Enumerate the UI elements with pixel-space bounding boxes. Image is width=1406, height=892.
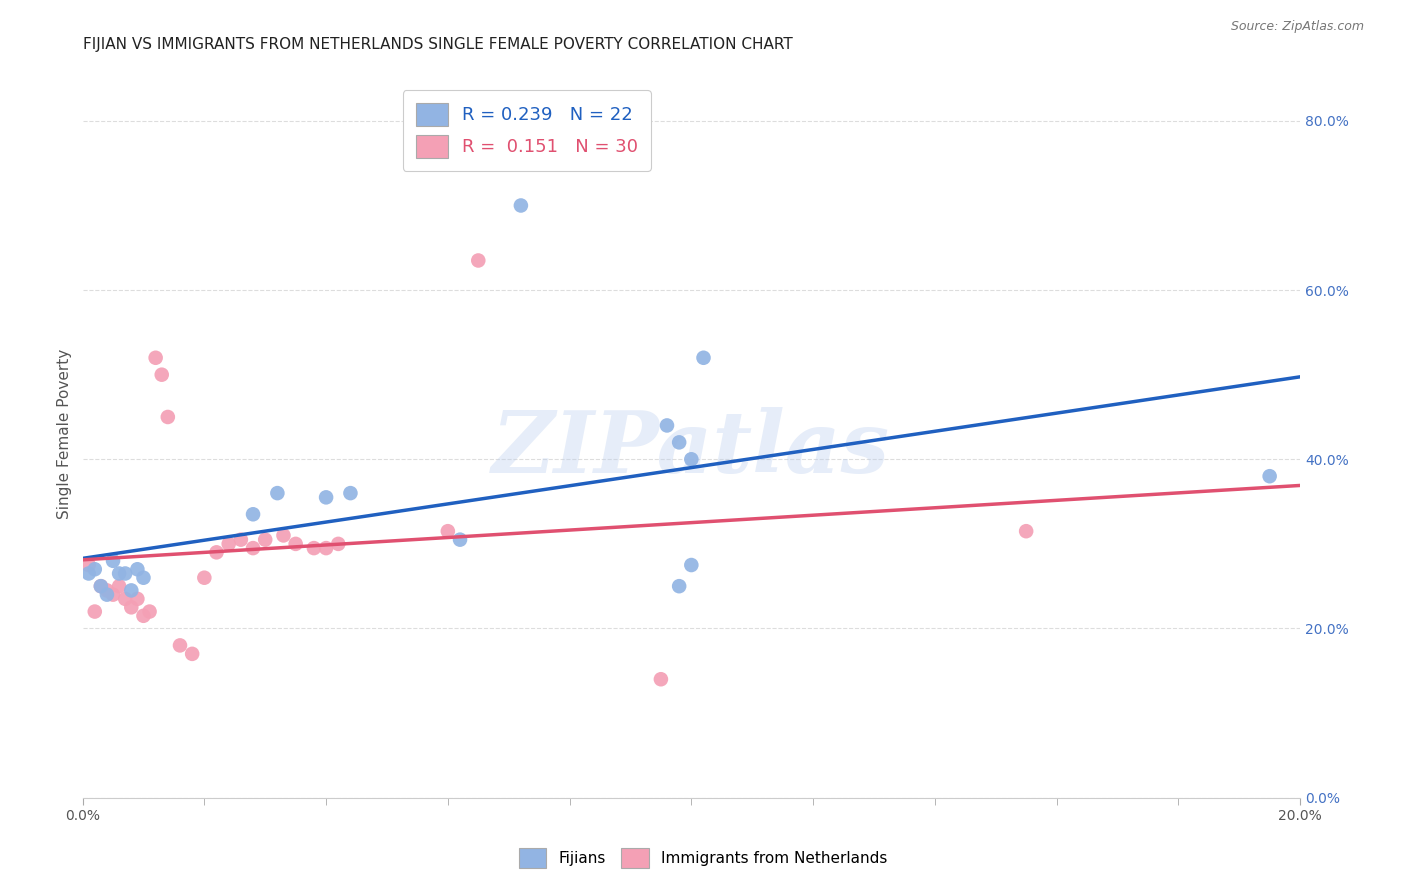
Point bbox=[668, 579, 690, 593]
Point bbox=[127, 562, 149, 576]
Legend: Fijians, Immigrants from Netherlands: Fijians, Immigrants from Netherlands bbox=[513, 842, 893, 873]
Point bbox=[467, 253, 489, 268]
Point bbox=[120, 600, 142, 615]
Point bbox=[181, 647, 204, 661]
Point bbox=[77, 558, 100, 572]
Point bbox=[145, 351, 167, 365]
Text: FIJIAN VS IMMIGRANTS FROM NETHERLANDS SINGLE FEMALE POVERTY CORRELATION CHART: FIJIAN VS IMMIGRANTS FROM NETHERLANDS SI… bbox=[83, 37, 793, 53]
Point bbox=[328, 537, 350, 551]
Point bbox=[509, 198, 531, 212]
Point bbox=[120, 583, 142, 598]
Point bbox=[254, 533, 277, 547]
Point bbox=[90, 579, 112, 593]
Point bbox=[315, 491, 337, 505]
Point bbox=[132, 608, 155, 623]
Point bbox=[150, 368, 173, 382]
Point bbox=[218, 537, 240, 551]
Point bbox=[1015, 524, 1038, 539]
Point bbox=[101, 588, 124, 602]
Point bbox=[90, 579, 112, 593]
Point bbox=[193, 571, 215, 585]
Point bbox=[83, 605, 105, 619]
Point bbox=[77, 566, 100, 581]
Point bbox=[315, 541, 337, 555]
Point bbox=[668, 435, 690, 450]
Point bbox=[138, 605, 160, 619]
Point bbox=[650, 672, 672, 686]
Point bbox=[681, 452, 703, 467]
Y-axis label: Single Female Poverty: Single Female Poverty bbox=[58, 349, 72, 519]
Point bbox=[169, 639, 191, 653]
Point bbox=[132, 571, 155, 585]
Point bbox=[302, 541, 325, 555]
Point bbox=[205, 545, 228, 559]
Point bbox=[242, 508, 264, 522]
Point bbox=[681, 558, 703, 572]
Point bbox=[96, 588, 118, 602]
Point bbox=[108, 579, 131, 593]
Point bbox=[242, 541, 264, 555]
Point bbox=[1258, 469, 1281, 483]
Point bbox=[127, 591, 149, 606]
Point bbox=[284, 537, 307, 551]
Point bbox=[96, 583, 118, 598]
Point bbox=[339, 486, 361, 500]
Point bbox=[114, 591, 136, 606]
Text: Source: ZipAtlas.com: Source: ZipAtlas.com bbox=[1230, 20, 1364, 33]
Point bbox=[229, 533, 252, 547]
Point bbox=[273, 528, 295, 542]
Point bbox=[437, 524, 460, 539]
Point bbox=[156, 409, 179, 424]
Point bbox=[692, 351, 714, 365]
Point bbox=[266, 486, 288, 500]
Point bbox=[83, 562, 105, 576]
Legend: R = 0.239   N = 22, R =  0.151   N = 30: R = 0.239 N = 22, R = 0.151 N = 30 bbox=[404, 90, 651, 170]
Point bbox=[108, 566, 131, 581]
Text: ZIPatlas: ZIPatlas bbox=[492, 407, 890, 491]
Point bbox=[101, 554, 124, 568]
Point bbox=[655, 418, 678, 433]
Point bbox=[449, 533, 471, 547]
Point bbox=[114, 566, 136, 581]
